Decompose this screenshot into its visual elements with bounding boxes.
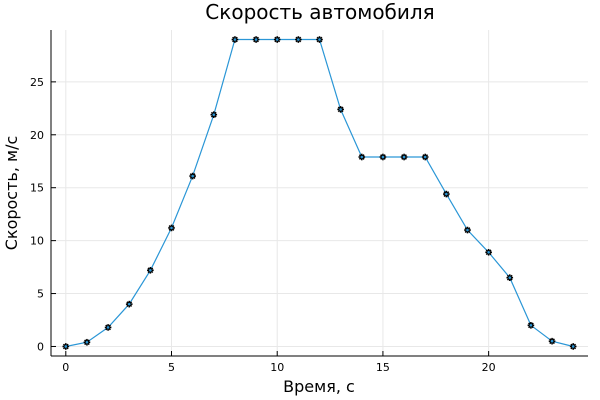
x-tick-label: 5 xyxy=(168,361,175,374)
axes xyxy=(50,30,588,357)
y-tick-label: 25 xyxy=(30,76,44,89)
y-tick-label: 15 xyxy=(30,182,44,195)
series xyxy=(62,36,577,350)
x-tick-label: 15 xyxy=(376,361,390,374)
grid xyxy=(51,30,588,356)
data-point xyxy=(252,36,260,43)
data-point xyxy=(400,153,408,161)
data-point xyxy=(83,338,91,346)
data-point xyxy=(168,224,175,232)
x-tick-label: 20 xyxy=(482,361,496,374)
x-axis-label: Время, с xyxy=(283,377,355,396)
data-point xyxy=(358,153,366,161)
data-point xyxy=(379,153,387,161)
data-point xyxy=(506,274,514,281)
data-point xyxy=(569,343,577,350)
data-point xyxy=(125,300,133,308)
data-point xyxy=(485,248,492,256)
data-point xyxy=(62,343,70,350)
data-point xyxy=(548,337,556,345)
data-point xyxy=(337,106,344,113)
data-point xyxy=(210,111,218,118)
data-point xyxy=(421,153,429,161)
data-point xyxy=(104,324,112,331)
y-tick-label: 10 xyxy=(30,235,44,248)
y-tick-label: 5 xyxy=(37,288,44,301)
data-point xyxy=(273,36,281,43)
y-axis-label: Скорость, м/с xyxy=(2,136,21,251)
data-point xyxy=(527,322,535,329)
chart-title: Скорость автомобиля xyxy=(205,0,434,24)
y-tick-label: 20 xyxy=(30,129,44,142)
data-point xyxy=(147,266,154,274)
data-point xyxy=(316,36,323,43)
y-ticks: 0 5 10 15 20 25 xyxy=(30,76,56,353)
data-point xyxy=(464,226,471,234)
data-point xyxy=(189,172,196,180)
data-point xyxy=(443,190,450,198)
data-point xyxy=(231,36,239,43)
series-line xyxy=(65,38,574,348)
data-point xyxy=(295,36,302,43)
x-tick-label: 10 xyxy=(270,361,284,374)
y-tick-label: 0 xyxy=(37,340,44,353)
x-ticks: 0 5 10 15 20 xyxy=(62,351,496,374)
x-tick-label: 0 xyxy=(62,361,69,374)
